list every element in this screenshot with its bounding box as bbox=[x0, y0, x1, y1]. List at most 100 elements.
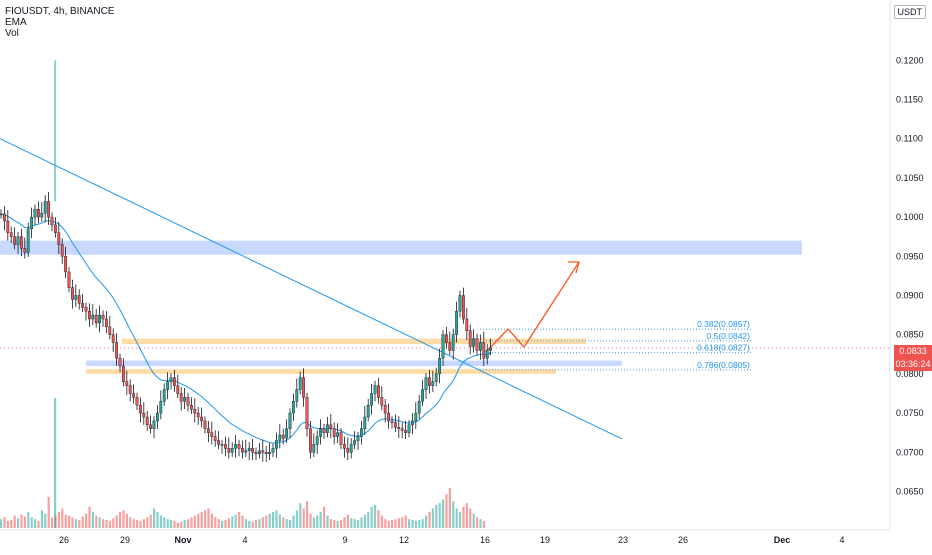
candle-body bbox=[70, 287, 74, 300]
candle-body bbox=[23, 248, 27, 253]
volume-bar bbox=[64, 514, 67, 528]
volume-bar bbox=[408, 519, 411, 528]
volume-bar bbox=[51, 517, 54, 528]
volume-bar bbox=[445, 494, 448, 528]
volume-bar bbox=[207, 508, 210, 528]
volume-bar bbox=[278, 514, 281, 528]
candle-body bbox=[251, 448, 254, 453]
candle-body bbox=[179, 393, 183, 402]
volume-bar bbox=[30, 517, 33, 528]
currency-button[interactable]: USDT bbox=[893, 5, 926, 19]
volume-bar bbox=[108, 520, 111, 528]
candle-body bbox=[366, 405, 370, 418]
indicator-ema[interactable]: EMA bbox=[5, 17, 27, 28]
volume-bar bbox=[353, 519, 356, 528]
y-tick-label: 0.1050 bbox=[896, 173, 924, 183]
candle-body bbox=[87, 310, 91, 320]
candle-body bbox=[145, 416, 149, 426]
volume-bar bbox=[435, 504, 438, 528]
volume-bar bbox=[401, 517, 404, 528]
candle-body bbox=[438, 358, 441, 375]
candle-body bbox=[213, 436, 217, 441]
volume-bar bbox=[44, 513, 47, 528]
candle-body bbox=[230, 448, 234, 453]
volume-bar bbox=[183, 520, 186, 528]
candle-body bbox=[390, 420, 394, 423]
volume-bar bbox=[88, 506, 91, 528]
volume-bar bbox=[469, 508, 472, 528]
volume-bar bbox=[139, 520, 142, 528]
fib-levels: 0.382(0.0857) 0.5(0.0842) 0.618(0.0827) 0.7… bbox=[480, 319, 752, 371]
candle-body bbox=[400, 428, 404, 431]
candle-body bbox=[380, 397, 384, 406]
volume-bar bbox=[122, 510, 125, 528]
volume-bar bbox=[37, 520, 40, 528]
candle-body bbox=[462, 295, 465, 320]
volume-bar bbox=[431, 508, 434, 528]
candle-body bbox=[176, 385, 180, 394]
candle-body bbox=[115, 342, 119, 359]
volume-bar bbox=[248, 520, 251, 528]
candle-body bbox=[37, 209, 40, 218]
volume-bar bbox=[289, 520, 292, 528]
candle-body bbox=[9, 232, 13, 237]
y-tick-label: 0.0800 bbox=[896, 369, 924, 379]
candle-body bbox=[404, 430, 407, 433]
volume-bar bbox=[13, 515, 16, 528]
volume-bar bbox=[10, 520, 13, 528]
volume-bar bbox=[306, 501, 309, 528]
x-tick-label: Dec bbox=[774, 535, 791, 545]
candle-body bbox=[441, 334, 445, 359]
volume-bar bbox=[6, 520, 9, 528]
indicator-vol[interactable]: Vol bbox=[5, 28, 19, 39]
countdown-tag: 03:36:24 bbox=[894, 358, 932, 371]
candle-body bbox=[16, 236, 20, 245]
candle-body bbox=[407, 424, 411, 433]
volume-bar bbox=[3, 517, 6, 528]
candle-body bbox=[356, 436, 360, 441]
candle-body bbox=[128, 385, 132, 394]
volume-bar bbox=[153, 508, 156, 528]
candle-body bbox=[20, 236, 23, 249]
candle-body bbox=[0, 213, 3, 216]
y-tick-label: 0.0950 bbox=[896, 251, 924, 261]
volume-bar bbox=[163, 517, 166, 528]
candle-body bbox=[411, 420, 414, 426]
symbol-title[interactable]: FIOUSDT, 4h, BINANCE bbox=[5, 6, 115, 17]
chart-legend: FIOUSDT, 4h, BINANCE EMA Vol bbox=[5, 6, 114, 39]
volume-bar bbox=[299, 503, 302, 528]
candle-body bbox=[458, 295, 462, 312]
candle-body bbox=[298, 377, 302, 390]
volume-bar bbox=[149, 514, 152, 528]
candle-body bbox=[261, 450, 265, 453]
y-tick-label: 0.1100 bbox=[896, 134, 923, 144]
candle-body bbox=[326, 424, 329, 433]
candle-body bbox=[258, 450, 261, 455]
y-tick-label: 0.1200 bbox=[896, 55, 924, 65]
candle-body bbox=[81, 303, 85, 308]
candle-body bbox=[428, 377, 431, 386]
candle-body bbox=[43, 201, 47, 214]
volume-bar bbox=[115, 515, 118, 528]
candle-body bbox=[424, 377, 428, 390]
volume-bar bbox=[282, 517, 285, 528]
zone-orange bbox=[122, 338, 586, 345]
candle-body bbox=[183, 397, 186, 402]
volume-bar bbox=[125, 513, 128, 528]
volume-bar bbox=[367, 512, 370, 528]
trendline bbox=[0, 138, 623, 440]
volume-bar bbox=[340, 520, 343, 528]
x-tick-label: 9 bbox=[342, 535, 347, 545]
volume-bar bbox=[357, 520, 360, 528]
volume-bar bbox=[112, 518, 115, 528]
candle-body bbox=[30, 216, 33, 230]
volume-bar bbox=[95, 515, 98, 528]
candle-body bbox=[373, 385, 377, 394]
candle-body bbox=[451, 334, 455, 351]
candle-body bbox=[155, 412, 159, 422]
candle-body bbox=[244, 450, 248, 453]
x-tick-label: 19 bbox=[540, 535, 550, 545]
volume-bar bbox=[384, 519, 387, 528]
